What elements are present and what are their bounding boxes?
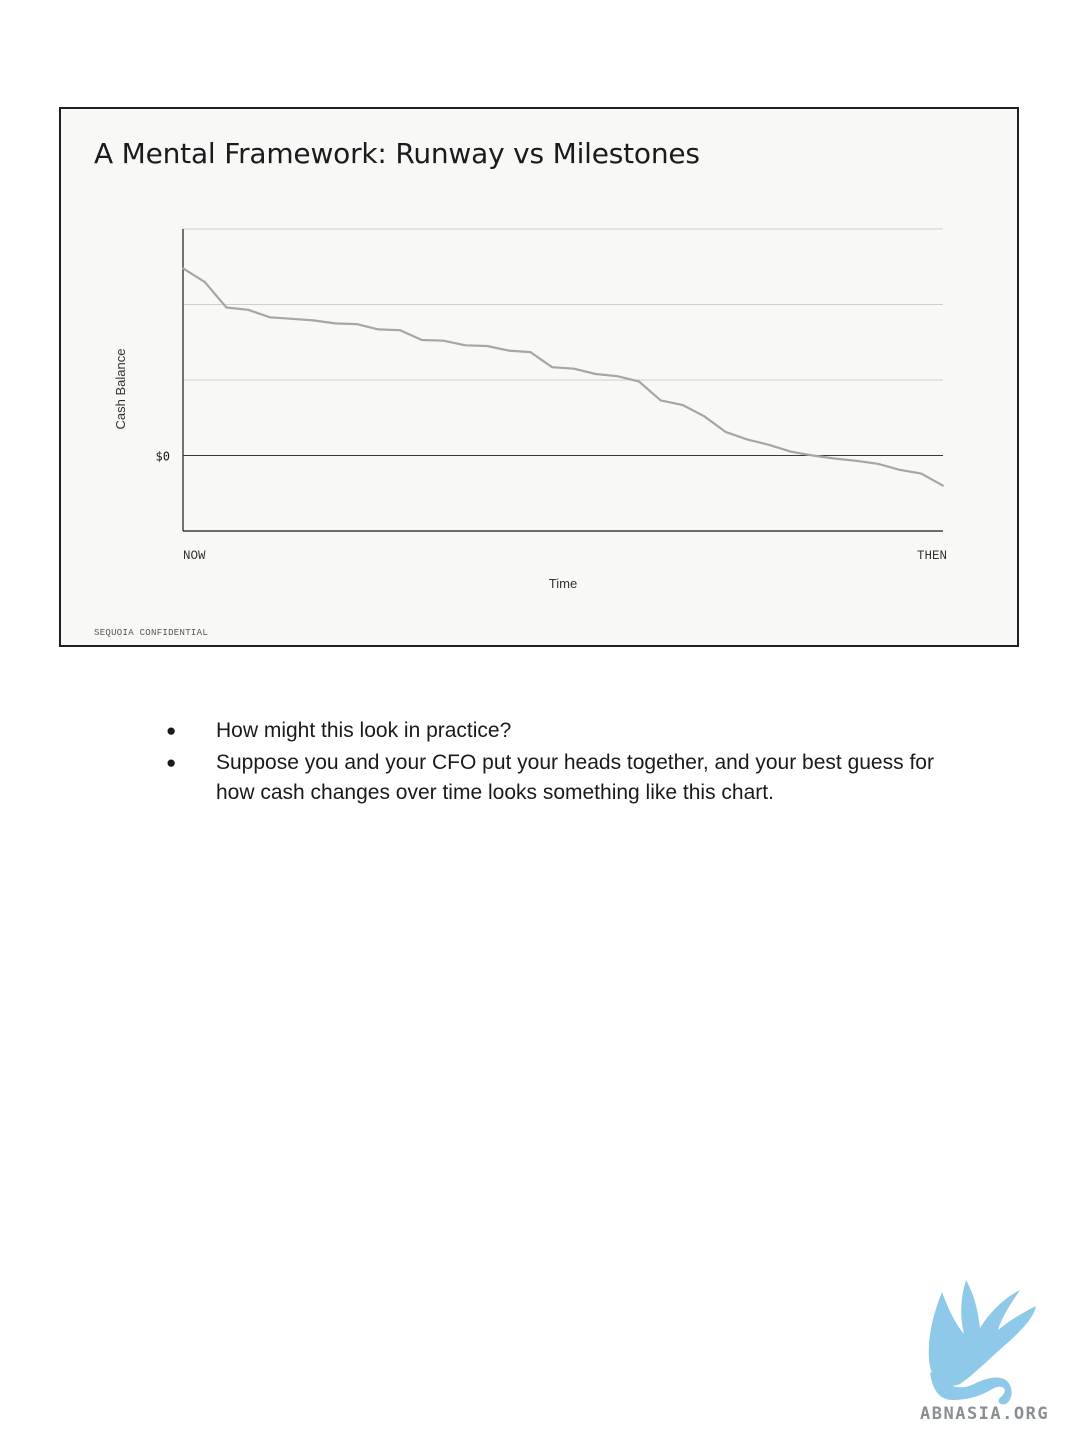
data-point	[855, 459, 858, 462]
data-point	[724, 431, 727, 433]
data-point	[768, 444, 771, 446]
data-point	[420, 339, 423, 341]
data-point	[790, 450, 792, 453]
data-point	[833, 457, 836, 460]
data-point	[334, 322, 336, 325]
data-points	[182, 267, 944, 487]
data-point	[659, 399, 662, 402]
y-axis-label: Cash Balance	[113, 349, 128, 430]
cash-balance-line	[182, 267, 944, 487]
data-point	[942, 484, 944, 487]
data-point	[182, 267, 184, 270]
data-point	[377, 328, 380, 331]
data-point	[290, 317, 293, 320]
data-point	[203, 280, 206, 283]
data-point	[746, 438, 749, 441]
data-point	[529, 351, 532, 353]
data-point	[399, 329, 402, 332]
data-point	[464, 344, 467, 347]
data-point	[572, 367, 575, 370]
data-point	[811, 454, 814, 457]
data-point	[551, 366, 554, 369]
data-point	[225, 306, 228, 309]
data-point	[681, 404, 684, 406]
confidential-footer: SEQUOIA CONFIDENTIAL	[94, 628, 209, 638]
data-point	[247, 308, 250, 311]
data-point	[507, 349, 510, 352]
data-point	[638, 380, 640, 383]
bullet-dot: ●	[166, 753, 177, 772]
bullet-text: Suppose you and your CFO put your heads …	[216, 751, 934, 804]
data-point	[594, 373, 597, 375]
data-point	[920, 472, 923, 475]
data-point	[312, 319, 315, 322]
data-point	[268, 316, 271, 319]
bullet-item: ● Suppose you and your CFO put your head…	[160, 748, 960, 808]
data-point	[442, 339, 445, 342]
cash-balance-chart: $0 NOW THEN Time Cash Balance	[113, 228, 947, 591]
bullet-list: ● How might this look in practice? ● Sup…	[160, 716, 960, 810]
data-point	[486, 345, 488, 347]
data-point	[898, 468, 901, 471]
gridlines	[183, 228, 943, 381]
y-tick-label-zero: $0	[156, 450, 170, 464]
data-point	[703, 415, 706, 418]
x-tick-label-then: THEN	[917, 549, 947, 563]
slide-frame: A Mental Framework: Runway vs Milestones…	[59, 107, 1019, 647]
slide-title: A Mental Framework: Runway vs Milestones	[94, 137, 700, 170]
data-point	[355, 323, 358, 326]
data-point	[876, 462, 879, 465]
x-tick-label-now: NOW	[183, 549, 206, 563]
data-point	[616, 375, 619, 378]
watermark-text: ABNASIA.ORG	[920, 1404, 1050, 1424]
bullet-item: ● How might this look in practice?	[160, 716, 960, 746]
bullet-dot: ●	[166, 721, 177, 740]
griffin-logo	[928, 1280, 1036, 1405]
x-axis-label: Time	[549, 576, 577, 591]
bullet-text: How might this look in practice?	[216, 719, 512, 742]
